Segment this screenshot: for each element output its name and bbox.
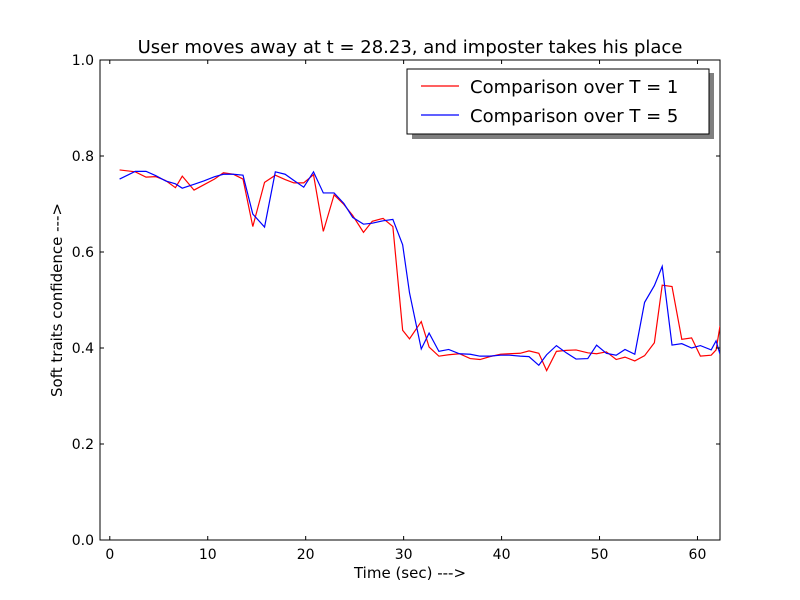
y-tick-label: 0.8 bbox=[72, 149, 94, 165]
x-tick-label: 20 bbox=[297, 547, 315, 563]
x-axis-title: Time (sec) ---> bbox=[353, 564, 466, 582]
y-tick-label: 0.4 bbox=[72, 341, 94, 357]
series-line-1 bbox=[119, 169, 720, 372]
y-axis-title: Soft traits confidence ---> bbox=[48, 203, 66, 397]
y-tick-label: 1.0 bbox=[72, 53, 94, 69]
series-line-2 bbox=[119, 170, 720, 367]
chart-title: User moves away at t = 28.23, and impost… bbox=[138, 37, 683, 58]
legend-box bbox=[406, 68, 710, 135]
legend-label-t5: Comparison over T = 5 bbox=[470, 106, 678, 127]
y-tick-label: 0.6 bbox=[72, 245, 94, 261]
ticks-layer: 0 10 20 30 40 50 60 0.0 0.2 0.4 0.6 0.8 1.0 bbox=[72, 53, 720, 563]
legend-label-t1: Comparison over T = 1 bbox=[470, 77, 678, 98]
legend: Comparison over T = 1 Comparison over T … bbox=[406, 68, 714, 139]
x-tick-label: 10 bbox=[199, 547, 217, 563]
x-tick-label: 30 bbox=[395, 547, 413, 563]
x-tick-label: 60 bbox=[689, 547, 707, 563]
y-tick-label: 0.2 bbox=[72, 437, 94, 453]
plot-frame bbox=[99, 59, 721, 541]
plot-area: 0 10 20 30 40 50 60 0.0 0.2 0.4 0.6 0.8 1.0 bbox=[72, 53, 721, 563]
x-tick-label: 0 bbox=[105, 547, 114, 563]
y-tick-label: 0.0 bbox=[72, 533, 94, 549]
x-tick-label: 40 bbox=[493, 547, 511, 563]
x-tick-label: 50 bbox=[591, 547, 609, 563]
series-layer bbox=[119, 169, 720, 372]
